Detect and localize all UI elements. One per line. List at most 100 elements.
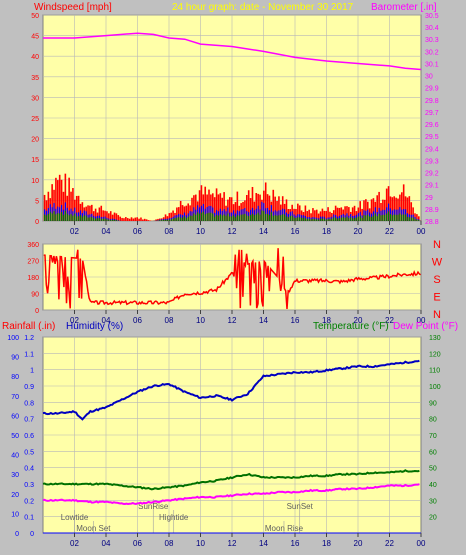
winddir-ytick-label: 0 bbox=[35, 308, 39, 315]
humidity-xtick-label: 12 bbox=[228, 539, 237, 548]
barometer-ytick-label: 28.8 bbox=[425, 219, 439, 226]
rain-ytick-label: 1.1 bbox=[24, 351, 34, 358]
rain-ytick-label: 0.1 bbox=[24, 515, 34, 522]
barometer-line bbox=[43, 32, 422, 71]
temperature-ytick-label: 90 bbox=[429, 400, 437, 407]
wind-ytick-label: 5 bbox=[35, 198, 39, 205]
rain-ytick-label: 0.7 bbox=[24, 417, 34, 424]
winddir-xtick-label: 08 bbox=[165, 316, 174, 325]
barometer-axis-title: Barometer [.in] bbox=[371, 2, 437, 13]
compass-label: W bbox=[432, 257, 443, 269]
humidity-ytick-label: 50 bbox=[11, 433, 19, 440]
humidity-xtick-label: 16 bbox=[291, 539, 300, 548]
humidity-xtick-label: 20 bbox=[354, 539, 363, 548]
windspeed-axis-title: Windspeed [mph] bbox=[34, 2, 112, 13]
event-label: SunSet bbox=[287, 502, 314, 511]
wind-xtick-label: 02 bbox=[70, 227, 79, 236]
temperature-ytick-label: 110 bbox=[429, 368, 440, 375]
wind-ytick-label: 15 bbox=[31, 157, 39, 164]
winddir-xtick-label: 06 bbox=[133, 316, 142, 325]
winddir-xtick-label: 04 bbox=[102, 316, 111, 325]
wind-xtick-label: 20 bbox=[354, 227, 363, 236]
winddir-xtick-label: 12 bbox=[228, 316, 237, 325]
wind-ytick-label: 40 bbox=[31, 54, 39, 61]
rain-ytick-label: 0.9 bbox=[24, 384, 34, 391]
humidity-ytick-label: 10 bbox=[11, 511, 19, 518]
wind-xtick-label: 04 bbox=[102, 227, 111, 236]
wind-xtick-label: 10 bbox=[196, 227, 205, 236]
barometer-ytick-label: 29.4 bbox=[425, 146, 439, 153]
humidity-ytick-label: 30 bbox=[11, 472, 19, 479]
barometer-ytick-label: 30.2 bbox=[425, 49, 439, 56]
humidity-xtick-label: 02 bbox=[70, 539, 79, 548]
humidity-axis-title: Humidity (%) bbox=[66, 321, 123, 332]
winddir-ytick-label: 90 bbox=[31, 292, 39, 299]
wind-xtick-label: 22 bbox=[385, 227, 394, 236]
barometer-ytick-label: 29.2 bbox=[425, 171, 439, 178]
humidity-line bbox=[42, 359, 420, 421]
wind-xtick-label: 16 bbox=[291, 227, 300, 236]
event-label: Hightide bbox=[159, 513, 189, 522]
temperature-ytick-label: 30 bbox=[429, 498, 437, 505]
temperature-ytick-label: 80 bbox=[429, 417, 437, 424]
rain-ytick-label: 0 bbox=[30, 531, 34, 538]
winddir-ytick-label: 360 bbox=[27, 242, 39, 249]
winddir-xtick-label: 14 bbox=[259, 316, 268, 325]
temperature-ytick-label: 70 bbox=[429, 433, 437, 440]
winddir-ytick-label: 180 bbox=[27, 275, 39, 282]
compass-label: E bbox=[433, 292, 440, 304]
rain-ytick-label: 0.2 bbox=[24, 498, 34, 505]
winddir-xtick-label: 10 bbox=[196, 316, 205, 325]
temperature-ytick-label: 20 bbox=[429, 515, 437, 522]
temperature-ytick-label: 120 bbox=[429, 351, 441, 358]
wind-ytick-label: 25 bbox=[31, 116, 39, 123]
humidity-xtick-label: 22 bbox=[385, 539, 394, 548]
barometer-ytick-label: 29.1 bbox=[425, 183, 439, 190]
wind-ytick-label: 30 bbox=[31, 95, 39, 102]
humidity-ytick-label: 60 bbox=[11, 413, 19, 420]
barometer-ytick-label: 28.9 bbox=[425, 207, 439, 214]
wind-xtick-label: 06 bbox=[133, 227, 142, 236]
event-label: Lowtide bbox=[61, 513, 89, 522]
winddir-xtick-label: 22 bbox=[385, 316, 394, 325]
event-label: SunRise bbox=[138, 502, 169, 511]
winddir-xtick-label: 02 bbox=[70, 316, 79, 325]
temperature-ytick-label: 130 bbox=[429, 335, 441, 342]
dewpoint-axis-title: Dew Point (°F) bbox=[393, 321, 458, 332]
barometer-ytick-label: 30.5 bbox=[425, 13, 439, 20]
wind-ytick-label: 0 bbox=[35, 219, 39, 226]
humidity-ytick-label: 80 bbox=[11, 374, 19, 381]
graph-date-title: 24 hour graph: date - November 30 2017 bbox=[172, 2, 354, 13]
temperature-ytick-label: 100 bbox=[429, 384, 441, 391]
dewpoint-line bbox=[42, 483, 420, 506]
humidity-xtick-label: 10 bbox=[196, 539, 205, 548]
wind-ytick-label: 50 bbox=[31, 13, 39, 20]
humidity-xtick-label: 04 bbox=[102, 539, 111, 548]
temperature-axis-title: Temperature (°F) bbox=[313, 321, 389, 332]
event-label: Moon Set bbox=[76, 524, 111, 533]
humidity-xtick-label: 00 bbox=[417, 539, 426, 548]
barometer-ytick-label: 29.7 bbox=[425, 110, 439, 117]
barometer-ytick-label: 29 bbox=[425, 195, 433, 202]
barometer-ytick-label: 29.5 bbox=[425, 134, 439, 141]
wind-ytick-label: 35 bbox=[31, 75, 39, 82]
rainfall-axis-title: Rainfall (.in) bbox=[2, 321, 55, 332]
wind-xtick-label: 18 bbox=[322, 227, 331, 236]
wind-ytick-label: 45 bbox=[31, 34, 39, 41]
winddir-xtick-label: 00 bbox=[417, 316, 426, 325]
wind-xtick-label: 12 bbox=[228, 227, 237, 236]
humidity-xtick-label: 06 bbox=[133, 539, 142, 548]
wind-ytick-label: 20 bbox=[31, 137, 39, 144]
wind-xtick-label: 08 bbox=[165, 227, 174, 236]
barometer-ytick-label: 29.6 bbox=[425, 122, 439, 129]
rain-ytick-label: 1 bbox=[30, 368, 34, 375]
winddir-ytick-label: 270 bbox=[27, 259, 39, 266]
wind-xtick-label: 00 bbox=[417, 227, 426, 236]
rain-ytick-label: 0.4 bbox=[24, 466, 34, 473]
barometer-ytick-label: 29.8 bbox=[425, 98, 439, 105]
humidity-ytick-label: 90 bbox=[11, 355, 19, 362]
rain-ytick-label: 0.8 bbox=[24, 400, 34, 407]
temperature-ytick-label: 60 bbox=[429, 449, 437, 456]
